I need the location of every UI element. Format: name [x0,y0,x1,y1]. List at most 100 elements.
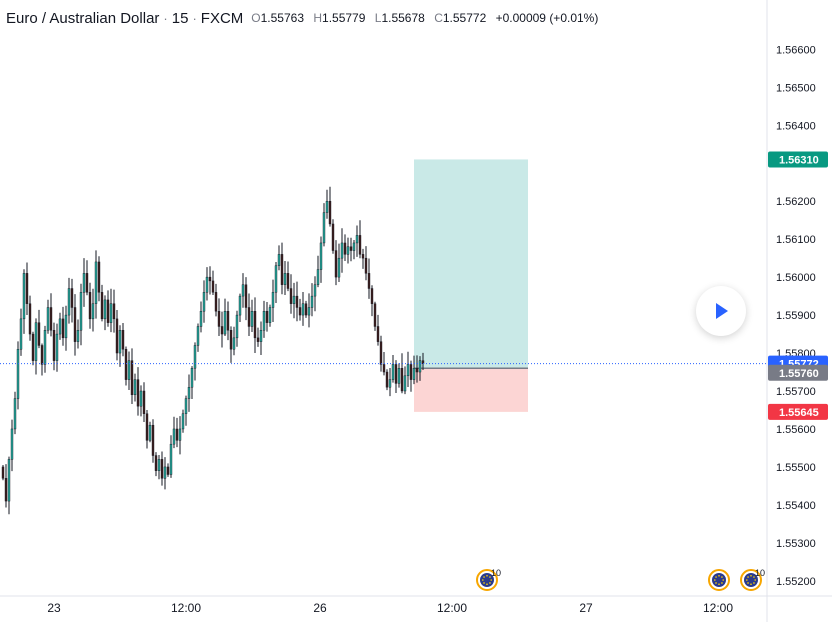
candle-body [409,364,413,380]
candle-body [322,212,326,244]
candle-body [97,261,101,293]
candle-body [91,303,95,320]
legend-separator: · [192,10,197,26]
candle-body [181,413,185,430]
time-tick-label: 23 [47,601,61,615]
candle-body [319,242,323,270]
candle-body [406,364,410,377]
stop-price-label-text: 1.55645 [779,407,819,419]
play-replay-button[interactable] [696,286,746,336]
candle-body [58,318,62,335]
candle-body [292,295,296,304]
candle-body [157,459,161,471]
price-tick-label: 1.55400 [776,500,816,512]
candle-body [115,318,119,354]
candle-body [43,330,47,365]
candle-body [400,368,404,392]
entry-price-label[interactable] [768,364,828,381]
candle-body [325,200,329,213]
candle-body [7,459,11,502]
exchange-label: FXCM [200,9,244,27]
candle-body [412,368,416,380]
candle-body [67,288,71,316]
candle-body [226,311,230,331]
close-label: C [434,11,443,25]
candle-body [235,314,239,339]
candle-body [283,273,287,285]
candle-body [250,311,254,327]
candle-body [211,280,215,293]
candle-body [106,299,110,323]
price-tick-label: 1.55600 [776,424,816,436]
close-value: 1.55772 [442,11,487,25]
candle-body [223,311,227,335]
candle-body [85,273,89,293]
event-count: 10 [491,568,501,578]
candle-body [361,254,365,259]
candle-body [376,326,380,342]
candle-body [202,292,206,312]
change-value: +0.00009 (+0.01%) [495,11,599,25]
profit-zone[interactable] [414,159,528,369]
candle-body [139,390,143,407]
candle-body [19,318,23,350]
candle-body [403,375,407,392]
time-axis[interactable]: 23 12:00 26 12:00 27 12:00 [47,601,733,615]
candle-body [205,276,209,293]
candle-body [88,292,92,320]
candle-body [388,379,392,388]
candle-body [370,288,374,304]
candle-body [217,311,221,327]
time-tick-label: 12:00 [437,601,467,615]
stop-price-label[interactable] [768,403,828,420]
candle-body [247,307,251,327]
candle-body [304,303,308,316]
candle-body [298,307,302,316]
target-price-label[interactable] [768,151,828,168]
candle-body [397,368,401,384]
candle-body [244,284,248,308]
candle-body [82,273,86,293]
loss-zone[interactable] [414,368,528,412]
candle-body [172,428,176,445]
legend-separator: · [163,10,168,26]
candle-body [277,254,281,266]
candle-body [316,269,320,285]
symbol-legend: Euro / Australian Dollar · 15 · FXCM O1.… [6,6,599,30]
candle-body [1,466,5,479]
candle-body [199,311,203,327]
candle-body [13,398,17,430]
candle-body [313,284,317,297]
candle-body [148,424,152,441]
candle-body [76,330,80,342]
candle-body [31,333,35,361]
symbol-name[interactable]: Euro / Australian Dollar [6,9,160,27]
candle-body [70,288,74,308]
price-tick-label: 1.56000 [776,272,816,284]
candle-body [46,307,50,331]
candle-body [301,303,305,316]
interval-label[interactable]: 15 [171,9,189,27]
candle-body [151,424,155,456]
low-value: 1.55678 [381,11,425,25]
candle-body [136,379,140,407]
candle-body [73,307,77,342]
eu-flag-event-icon[interactable]: 10 [476,568,501,591]
price-axis[interactable]: 1.566001.565001.564001.563001.562001.561… [768,44,828,588]
price-tick-label: 1.55900 [776,310,816,322]
candle-body [328,200,332,225]
candle-body [166,466,170,475]
eu-flag-event-icon[interactable] [708,569,730,591]
candle-body [358,235,362,255]
event-count: 10 [755,568,765,578]
position-zones[interactable] [414,159,528,412]
candle-body [286,273,290,289]
economic-events[interactable]: 10 10 [476,568,765,591]
candle-body [385,371,389,388]
candle-body [34,322,38,361]
candle-body [28,303,32,335]
eu-flag-event-icon[interactable]: 10 [740,568,765,591]
candle-body [280,254,284,285]
price-tick-label: 1.55500 [776,462,816,474]
